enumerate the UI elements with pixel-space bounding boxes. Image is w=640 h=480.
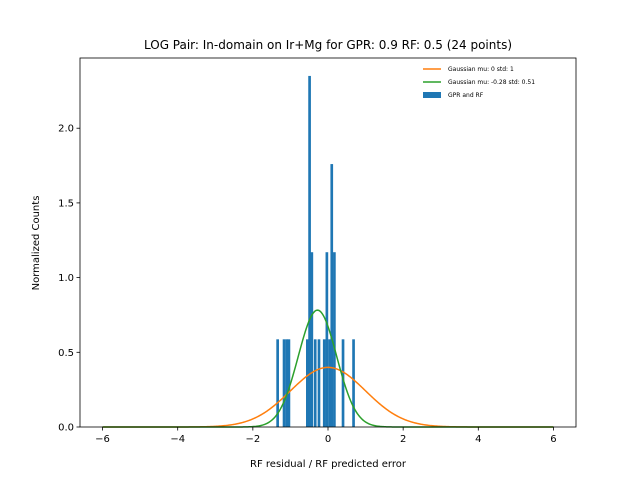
- histogram-bar-10: [325, 252, 329, 427]
- histogram-bar-3: [287, 339, 291, 427]
- x-tick-label: −6: [95, 434, 110, 445]
- y-tick-label: 1.5: [58, 198, 74, 209]
- histogram-bar-0: [276, 339, 279, 427]
- legend-patch-histogram: [423, 92, 441, 98]
- x-tick-label: −2: [245, 434, 260, 445]
- histogram-bar-14: [341, 339, 345, 427]
- histogram-bar-13: [333, 252, 336, 427]
- histogram-bar-4: [306, 339, 309, 427]
- x-tick-label: 4: [475, 434, 481, 445]
- y-tick-label: 2.0: [58, 124, 74, 135]
- x-tick-label: −4: [170, 434, 185, 445]
- legend-label-0: Gaussian mu: 0 std: 1: [448, 66, 514, 73]
- y-tick-label: 0.0: [58, 423, 74, 434]
- histogram-bar-8: [317, 339, 321, 427]
- y-axis-label: Normalized Counts: [31, 196, 42, 291]
- legend: Gaussian mu: 0 std: 1 Gaussian mu: -0.28 …: [423, 66, 535, 99]
- x-axis-label: RF residual / RF predicted error: [250, 459, 407, 470]
- histogram-bar-9: [322, 339, 326, 427]
- chart-title: LOG Pair: In-domain on Ir+Mg for GPR: 0.…: [144, 38, 512, 52]
- histogram-bar-6: [310, 252, 314, 427]
- x-tick-label: 6: [550, 434, 556, 445]
- histogram-bar-5: [308, 75, 311, 428]
- y-tick-label: 0.5: [58, 348, 74, 359]
- x-tick-label: 2: [400, 434, 406, 445]
- histogram-bar-15: [352, 339, 355, 427]
- histogram-bar-7: [313, 339, 317, 427]
- legend-label-1: Gaussian mu: -0.28 std: 0.51: [448, 79, 535, 86]
- histogram-bar-12: [330, 164, 334, 427]
- histogram-bar-2: [285, 339, 288, 427]
- histogram-bar-11: [328, 339, 331, 427]
- histogram-bar-1: [282, 339, 286, 427]
- axes: −6 −4 −2 0 2 4 6 0.0 0.5 1.0 1.5 2.0: [58, 57, 577, 445]
- y-tick-label: 1.0: [58, 273, 74, 284]
- legend-label-histogram: GPR and RF: [448, 92, 484, 99]
- x-tick-label: 0: [325, 434, 331, 445]
- plot-area: [102, 75, 554, 428]
